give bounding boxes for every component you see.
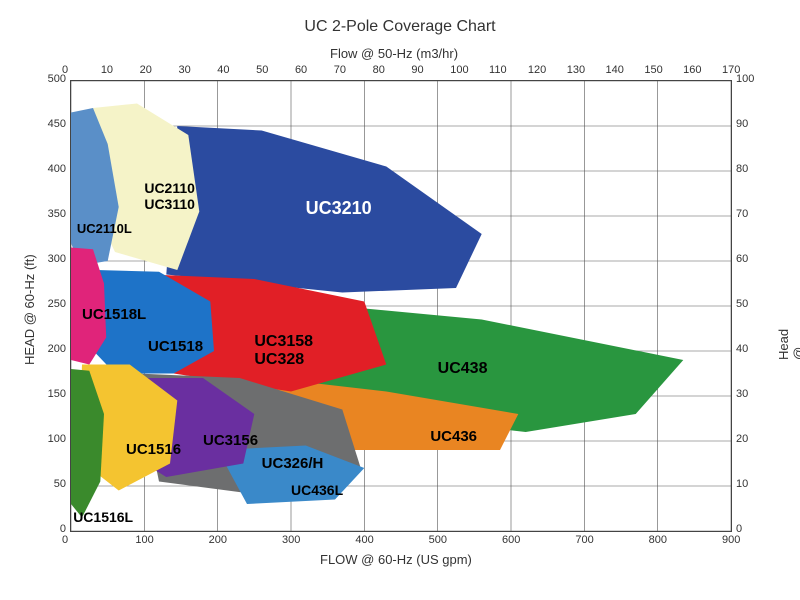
ytick-right: 80 bbox=[736, 163, 748, 175]
ytick-left: 150 bbox=[40, 388, 66, 400]
ytick-left: 400 bbox=[40, 163, 66, 175]
xtick-top: 20 bbox=[140, 64, 152, 76]
ytick-left: 500 bbox=[40, 73, 66, 85]
ytick-right: 10 bbox=[736, 478, 748, 490]
ytick-left: 350 bbox=[40, 208, 66, 220]
chart-title: UC 2-Pole Coverage Chart bbox=[0, 18, 800, 36]
xtick-top: 70 bbox=[334, 64, 346, 76]
ytick-right: 100 bbox=[736, 73, 754, 85]
xtick-top: 80 bbox=[373, 64, 385, 76]
ytick-left: 250 bbox=[40, 298, 66, 310]
xtick-top: 120 bbox=[528, 64, 546, 76]
xtick-bottom: 900 bbox=[722, 534, 740, 546]
xtick-top: 50 bbox=[256, 64, 268, 76]
ytick-right: 40 bbox=[736, 343, 748, 355]
plot-area: UC438UC3210UC436UC3158 UC328UC2110 UC311… bbox=[70, 80, 732, 532]
coverage-svg bbox=[71, 81, 731, 531]
xtick-top: 160 bbox=[683, 64, 701, 76]
region-UC3210 bbox=[166, 126, 481, 293]
ytick-left: 0 bbox=[40, 523, 66, 535]
x-top-label: Flow @ 50-Hz (m3/hr) bbox=[330, 46, 458, 61]
y-left-label: HEAD @ 60-Hz (ft) bbox=[22, 254, 37, 365]
ytick-right: 50 bbox=[736, 298, 748, 310]
ytick-right: 60 bbox=[736, 253, 748, 265]
ytick-right: 70 bbox=[736, 208, 748, 220]
xtick-bottom: 600 bbox=[502, 534, 520, 546]
ytick-right: 90 bbox=[736, 118, 748, 130]
ytick-left: 300 bbox=[40, 253, 66, 265]
xtick-top: 150 bbox=[644, 64, 662, 76]
xtick-bottom: 700 bbox=[575, 534, 593, 546]
xtick-bottom: 800 bbox=[649, 534, 667, 546]
xtick-bottom: 100 bbox=[135, 534, 153, 546]
ytick-right: 20 bbox=[736, 433, 748, 445]
ytick-left: 200 bbox=[40, 343, 66, 355]
ytick-right: 0 bbox=[736, 523, 742, 535]
xtick-bottom: 200 bbox=[209, 534, 227, 546]
x-bottom-label: FLOW @ 60-Hz (US gpm) bbox=[320, 552, 472, 567]
xtick-top: 110 bbox=[489, 64, 507, 76]
xtick-bottom: 500 bbox=[429, 534, 447, 546]
ytick-left: 450 bbox=[40, 118, 66, 130]
xtick-top: 130 bbox=[567, 64, 585, 76]
ytick-left: 50 bbox=[40, 478, 66, 490]
xtick-top: 100 bbox=[450, 64, 468, 76]
xtick-top: 90 bbox=[411, 64, 423, 76]
ytick-right: 30 bbox=[736, 388, 748, 400]
xtick-top: 140 bbox=[606, 64, 624, 76]
xtick-bottom: 300 bbox=[282, 534, 300, 546]
y-right-label: Head @ 50-Hz (m) bbox=[776, 329, 800, 360]
xtick-top: 10 bbox=[101, 64, 113, 76]
ytick-left: 100 bbox=[40, 433, 66, 445]
xtick-top: 60 bbox=[295, 64, 307, 76]
xtick-top: 30 bbox=[178, 64, 190, 76]
xtick-top: 40 bbox=[217, 64, 229, 76]
xtick-bottom: 0 bbox=[62, 534, 68, 546]
xtick-bottom: 400 bbox=[355, 534, 373, 546]
